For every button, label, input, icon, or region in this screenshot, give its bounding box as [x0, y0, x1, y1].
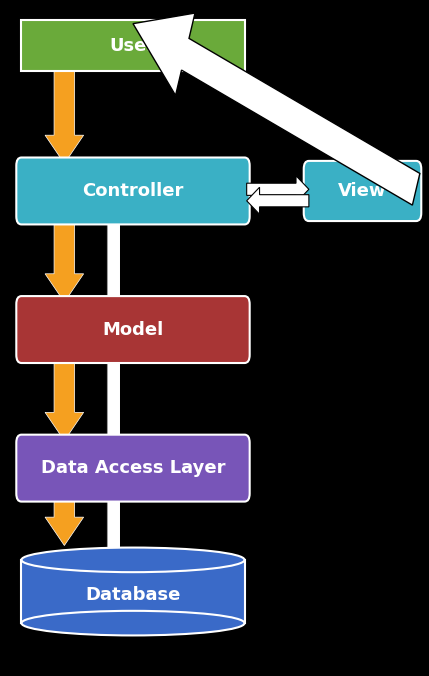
Ellipse shape — [21, 611, 245, 635]
Text: Database: Database — [85, 585, 181, 604]
Text: User: User — [110, 37, 156, 55]
FancyBboxPatch shape — [21, 560, 245, 623]
FancyArrow shape — [45, 355, 84, 441]
FancyArrow shape — [99, 164, 128, 355]
Text: View: View — [338, 182, 387, 200]
FancyArrow shape — [247, 176, 309, 203]
FancyBboxPatch shape — [16, 296, 250, 363]
Text: Controller: Controller — [82, 182, 184, 200]
FancyArrow shape — [99, 443, 128, 548]
FancyArrow shape — [247, 187, 309, 214]
FancyBboxPatch shape — [21, 20, 245, 71]
FancyBboxPatch shape — [16, 435, 250, 502]
Text: Data Access Layer: Data Access Layer — [41, 459, 225, 477]
Polygon shape — [133, 13, 420, 205]
Ellipse shape — [21, 548, 245, 572]
FancyBboxPatch shape — [304, 161, 421, 221]
FancyBboxPatch shape — [16, 158, 250, 224]
Text: Model: Model — [103, 320, 163, 339]
FancyArrow shape — [99, 302, 128, 493]
FancyArrow shape — [45, 71, 84, 164]
FancyArrow shape — [45, 493, 84, 546]
FancyArrow shape — [45, 216, 84, 302]
